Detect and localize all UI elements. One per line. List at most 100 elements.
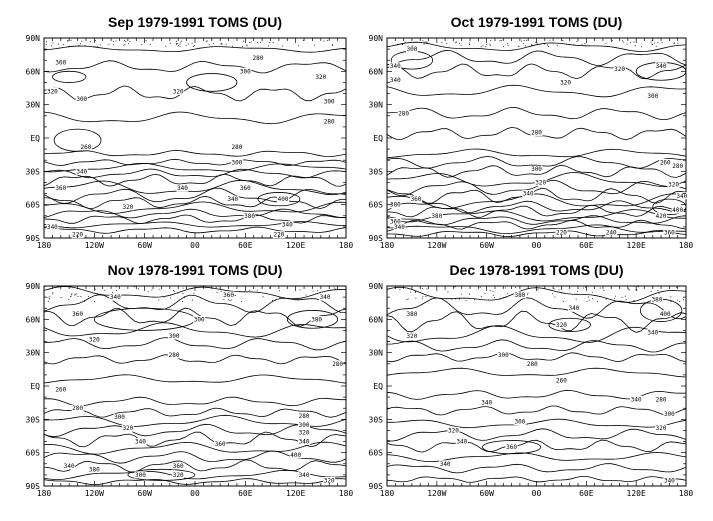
x-axis: 180 120W 60W 00 60E 120E 180 [380, 286, 694, 498]
contour-label: 280 [299, 413, 310, 420]
contour-label: 340 [676, 193, 687, 200]
contour-line [386, 452, 687, 462]
y-tick-label: 90S [26, 234, 41, 243]
y-tick-label: 30S [369, 167, 384, 176]
closed-contour [286, 310, 339, 329]
plot-frame [386, 37, 687, 239]
contour-label: 360 [411, 196, 422, 203]
contour-label: 300 [55, 59, 66, 66]
x-tick-label: 60W [479, 241, 494, 250]
x-tick-label: 120W [427, 241, 446, 250]
contour-label: 400 [660, 311, 671, 318]
contour-label: 220 [556, 229, 567, 236]
contour-label: 380 [514, 292, 525, 299]
contour-label: 320 [614, 66, 625, 73]
y-tick-label: 30N [369, 101, 384, 110]
x-tick-label: 180 [339, 241, 354, 250]
contour-line [43, 221, 347, 229]
contour-label: 320 [47, 88, 58, 95]
contour-label: 300 [194, 316, 205, 323]
contour-line [386, 148, 687, 158]
contour-line [43, 214, 346, 225]
contour-line [43, 294, 347, 313]
contour-line [43, 469, 347, 480]
y-tick-label: 90S [369, 482, 384, 491]
contour-label: 300 [664, 411, 675, 418]
contour-line [43, 396, 346, 407]
contour-line [386, 224, 687, 235]
contour-line [43, 407, 347, 418]
contour-line [43, 201, 347, 215]
contour-label: 280 [531, 129, 542, 136]
y-axis: 90N 60N 30N EQ 30S 60S 90S [26, 34, 346, 243]
contour-line [386, 200, 687, 214]
contour-line [386, 63, 687, 80]
contour-lines [386, 41, 687, 238]
closed-contour [548, 317, 591, 332]
contour-label: 340 [631, 396, 642, 403]
contour-line [43, 150, 347, 158]
y-tick-label: 30N [369, 349, 384, 358]
contour-label: 400 [290, 452, 301, 459]
y-tick-label: 60N [26, 315, 41, 324]
contour-line [43, 459, 347, 473]
closed-contour [257, 192, 301, 207]
contour-line [44, 414, 347, 427]
contour-line [386, 439, 687, 453]
contour-label: 300 [531, 166, 542, 173]
contour-label: 340 [481, 400, 492, 407]
y-tick-label: EQ [373, 382, 383, 391]
y-tick-label: 60S [369, 449, 384, 458]
y-tick-label: 90S [26, 482, 41, 491]
closed-contour [51, 70, 87, 83]
contour-line [386, 219, 687, 230]
contour-label: 380 [431, 213, 442, 220]
plot-frame [43, 37, 347, 239]
contour-label: 300 [135, 472, 146, 479]
x-tick-label: 120E [627, 489, 646, 498]
contour-line [43, 45, 347, 53]
contour-label: 300 [324, 98, 335, 105]
x-tick-label: 120E [627, 241, 646, 250]
y-tick-label: EQ [30, 382, 40, 391]
contour-label: 320 [560, 79, 571, 86]
x-tick-label: 120E [286, 241, 305, 250]
x-tick-label: 120E [286, 489, 305, 498]
contour-line [43, 187, 347, 204]
y-tick-label: 60N [26, 67, 41, 76]
contour-label: 400 [672, 207, 683, 214]
closed-contour [127, 468, 196, 481]
contour-label: 320 [89, 336, 100, 343]
x-axis: 180 120W 60W 00 60E 120E 180 [37, 286, 353, 498]
contour-line [43, 60, 347, 74]
y-axis: 90N 60N 30N EQ 30S 60S 90S [369, 282, 686, 491]
closed-contour [186, 73, 238, 92]
contour-label: 320 [406, 333, 417, 340]
contour-label: 340 [299, 472, 310, 479]
polar-stipple [45, 39, 334, 48]
y-tick-label: 90N [369, 34, 384, 43]
x-tick-label: 60W [137, 489, 152, 498]
contour-label: 320 [668, 182, 679, 189]
contour-line [44, 337, 347, 351]
contour-line [386, 41, 687, 52]
contour-label: 380 [390, 202, 401, 209]
contour-label: 320 [299, 430, 310, 437]
contour-label: 280 [324, 118, 335, 125]
contour-line [43, 173, 347, 187]
x-tick-label: 00 [532, 241, 542, 250]
x-tick-label: 180 [679, 489, 694, 498]
panel-1: Sep 1979-1991 TOMS (DU)28030030032032030… [26, 14, 354, 250]
contour-line [387, 418, 687, 429]
panel-title: Sep 1979-1991 TOMS (DU) [108, 14, 282, 30]
x-tick-label: 180 [380, 241, 395, 250]
contour-label: 320 [315, 74, 326, 81]
panel-title: Dec 1978-1991 TOMS (DU) [449, 262, 623, 278]
x-tick-label: 00 [532, 489, 542, 498]
contour-label: 320 [122, 204, 133, 211]
contour-label: 340 [135, 439, 146, 446]
contour-line [386, 49, 687, 66]
contour-line [386, 339, 687, 353]
contour-label: 320 [656, 425, 667, 432]
contour-label: 380 [406, 311, 417, 318]
